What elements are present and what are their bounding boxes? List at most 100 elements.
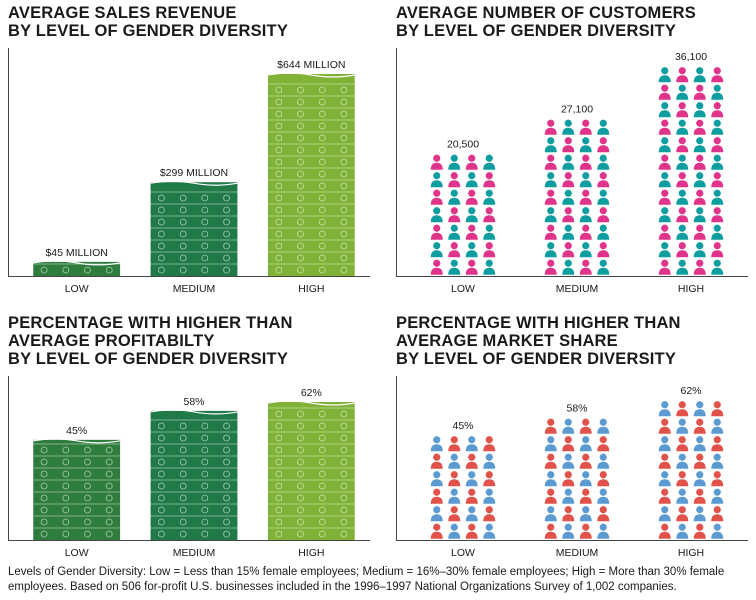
woman-icon	[658, 224, 671, 240]
man-icon	[430, 242, 443, 258]
woman-icon	[544, 523, 557, 539]
man-icon	[430, 172, 443, 188]
woman-icon	[562, 506, 575, 522]
man-icon	[597, 154, 610, 170]
bill-mark	[40, 530, 48, 538]
bill-mark	[223, 230, 230, 238]
bill-mark	[84, 506, 91, 514]
bill-mark	[275, 230, 283, 238]
bill-mark	[84, 518, 91, 526]
bill-mark	[201, 422, 209, 430]
bill-mark	[340, 110, 348, 118]
bill-mark	[340, 530, 348, 538]
bill-mark	[105, 470, 113, 478]
bill-mark	[340, 134, 348, 142]
bar	[430, 436, 496, 539]
bill-mark	[201, 518, 209, 526]
bill-mark	[318, 434, 326, 442]
data-label: 62%	[680, 385, 701, 397]
man-icon	[693, 471, 706, 487]
woman-icon	[483, 471, 496, 487]
title-line: BY LEVEL OF GENDER DIVERSITY	[396, 22, 677, 40]
bill-mark	[84, 530, 91, 538]
woman-icon	[544, 418, 557, 434]
bill-mark	[105, 506, 113, 514]
bill-mark	[318, 254, 326, 262]
woman-icon	[711, 242, 724, 258]
man-icon	[579, 471, 592, 487]
bill-mark	[318, 98, 326, 106]
bill-mark	[40, 470, 48, 478]
bill-mark	[275, 170, 283, 178]
woman-icon	[676, 172, 689, 188]
man-icon	[711, 154, 724, 170]
bill-mark	[62, 470, 70, 478]
man-icon	[711, 488, 724, 504]
bill-mark	[318, 242, 326, 250]
woman-icon	[579, 523, 592, 539]
man-icon	[658, 137, 671, 153]
man-icon	[711, 84, 724, 100]
title-line: AVERAGE NUMBER OF CUSTOMERS	[396, 4, 696, 22]
woman-icon	[658, 154, 671, 170]
man-icon	[562, 189, 575, 205]
man-icon	[448, 259, 461, 275]
bill-mark	[223, 482, 230, 490]
x-tick-label: LOW	[65, 283, 89, 295]
bill-mark	[201, 470, 209, 478]
bill-mark	[179, 446, 187, 454]
data-label: 62%	[301, 387, 322, 399]
customers-chart: 20,500 LOW 27,100 MEDIUM 36,100 HIGH	[396, 48, 748, 295]
bill-mark	[275, 506, 283, 514]
market-share-chart: 45% LOW 58% MEDIUM 62% HIGH	[396, 376, 748, 559]
bill-mark	[158, 446, 165, 454]
bill-mark	[275, 254, 283, 262]
bill-mark	[318, 86, 326, 94]
bill-mark	[318, 158, 326, 166]
man-icon	[465, 506, 478, 522]
woman-icon	[430, 488, 443, 504]
man-icon	[483, 224, 496, 240]
woman-icon	[658, 189, 671, 205]
bill-mark	[201, 230, 209, 238]
bill-mark	[297, 518, 304, 526]
bill-edge	[150, 409, 238, 415]
bill-mark	[84, 482, 91, 490]
man-icon	[658, 401, 671, 417]
bill-mark	[340, 206, 348, 214]
bill-mark	[275, 422, 283, 430]
woman-icon	[430, 154, 443, 170]
bill-mark	[318, 134, 326, 142]
bill-mark	[297, 410, 304, 418]
man-icon	[676, 488, 689, 504]
woman-icon	[676, 137, 689, 153]
title-line: AVERAGE MARKET SHARE	[396, 332, 618, 350]
bill-mark	[105, 530, 113, 538]
bill-mark	[318, 530, 326, 538]
bill-mark	[275, 206, 283, 214]
woman-icon	[711, 471, 724, 487]
bar	[150, 180, 238, 276]
sales-revenue-title: AVERAGE SALES REVENUE BY LEVEL OF GENDER…	[8, 4, 288, 40]
bill-mark	[275, 482, 283, 490]
bill-mark	[40, 494, 48, 502]
bill-mark	[201, 194, 209, 202]
woman-icon	[562, 137, 575, 153]
bill-mark	[158, 482, 165, 490]
bill-edge	[33, 260, 121, 266]
bar-fill	[267, 402, 355, 540]
bill-mark	[275, 218, 283, 226]
bill-mark	[340, 446, 348, 454]
woman-icon	[430, 224, 443, 240]
bill-mark	[179, 470, 187, 478]
man-icon	[711, 189, 724, 205]
bill-mark	[340, 242, 348, 250]
data-label: 58%	[183, 396, 204, 408]
woman-icon	[448, 506, 461, 522]
bill-mark	[40, 506, 48, 514]
man-icon	[544, 207, 557, 223]
man-icon	[693, 137, 706, 153]
man-icon	[597, 224, 610, 240]
bill-mark	[297, 266, 304, 274]
woman-icon	[448, 471, 461, 487]
